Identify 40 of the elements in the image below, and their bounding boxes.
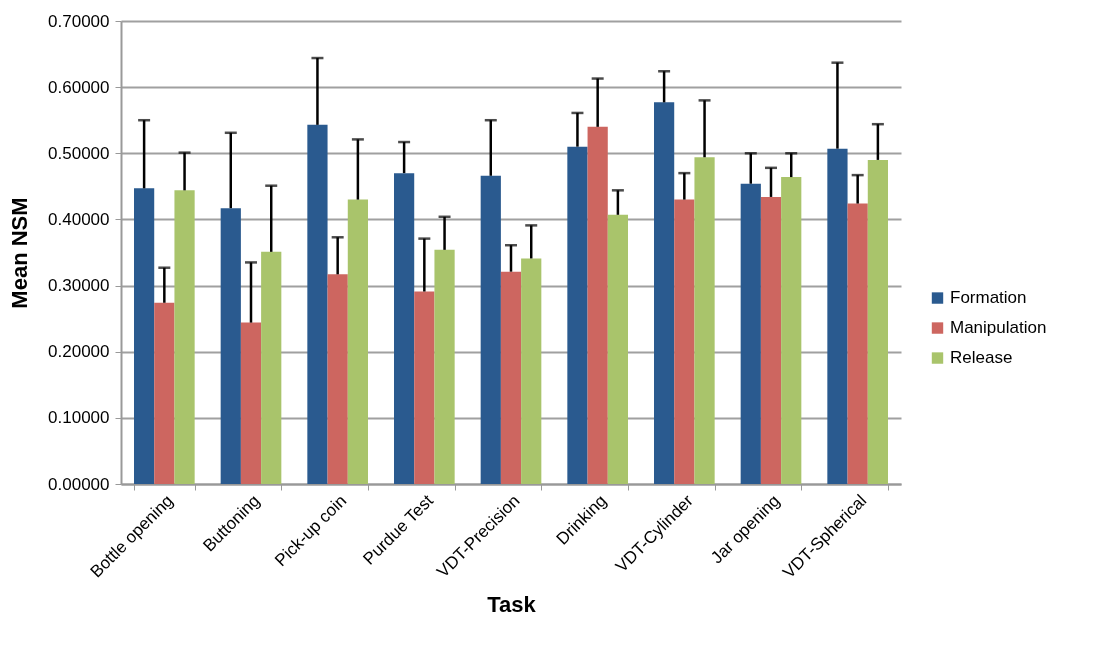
- legend-label: Manipulation: [950, 318, 1047, 338]
- bar: [347, 199, 368, 484]
- x-axis-title: Task: [487, 592, 537, 618]
- bar: [567, 146, 588, 484]
- y-tick-label: 0.40000: [48, 209, 110, 229]
- y-tick-label: 0.30000: [48, 276, 110, 296]
- bar: [480, 175, 501, 484]
- y-tick-label: 0.60000: [48, 77, 110, 97]
- bar: [261, 251, 282, 484]
- bar: [674, 199, 695, 484]
- bar: [827, 148, 848, 484]
- bar: [134, 188, 155, 484]
- bar: [500, 271, 522, 484]
- bar: [607, 214, 628, 484]
- y-tick-label: 0.70000: [48, 11, 110, 31]
- y-tick-label: 0.00000: [48, 474, 110, 494]
- y-tick-label: 0.20000: [48, 342, 110, 362]
- bar: [327, 274, 348, 484]
- bar: [394, 173, 415, 484]
- legend-label: Formation: [950, 288, 1027, 308]
- bar: [240, 322, 262, 484]
- legend-label: Release: [950, 348, 1013, 368]
- bar: [307, 124, 328, 484]
- bar: [694, 157, 715, 484]
- bar: [414, 291, 435, 484]
- y-tick-label: 0.10000: [48, 408, 110, 428]
- bar: [867, 159, 888, 484]
- y-axis-title: Mean NSM: [7, 197, 33, 309]
- bar: [154, 302, 175, 484]
- bar: [781, 177, 802, 484]
- bar: [434, 249, 455, 484]
- bar: [587, 126, 608, 484]
- y-tick-label: 0.50000: [48, 143, 110, 163]
- bar: [654, 102, 675, 484]
- bar: [174, 190, 195, 484]
- bar: [760, 196, 782, 484]
- bar: [847, 203, 868, 484]
- bar: [740, 183, 761, 484]
- bar: [521, 258, 542, 484]
- bar: [220, 208, 241, 484]
